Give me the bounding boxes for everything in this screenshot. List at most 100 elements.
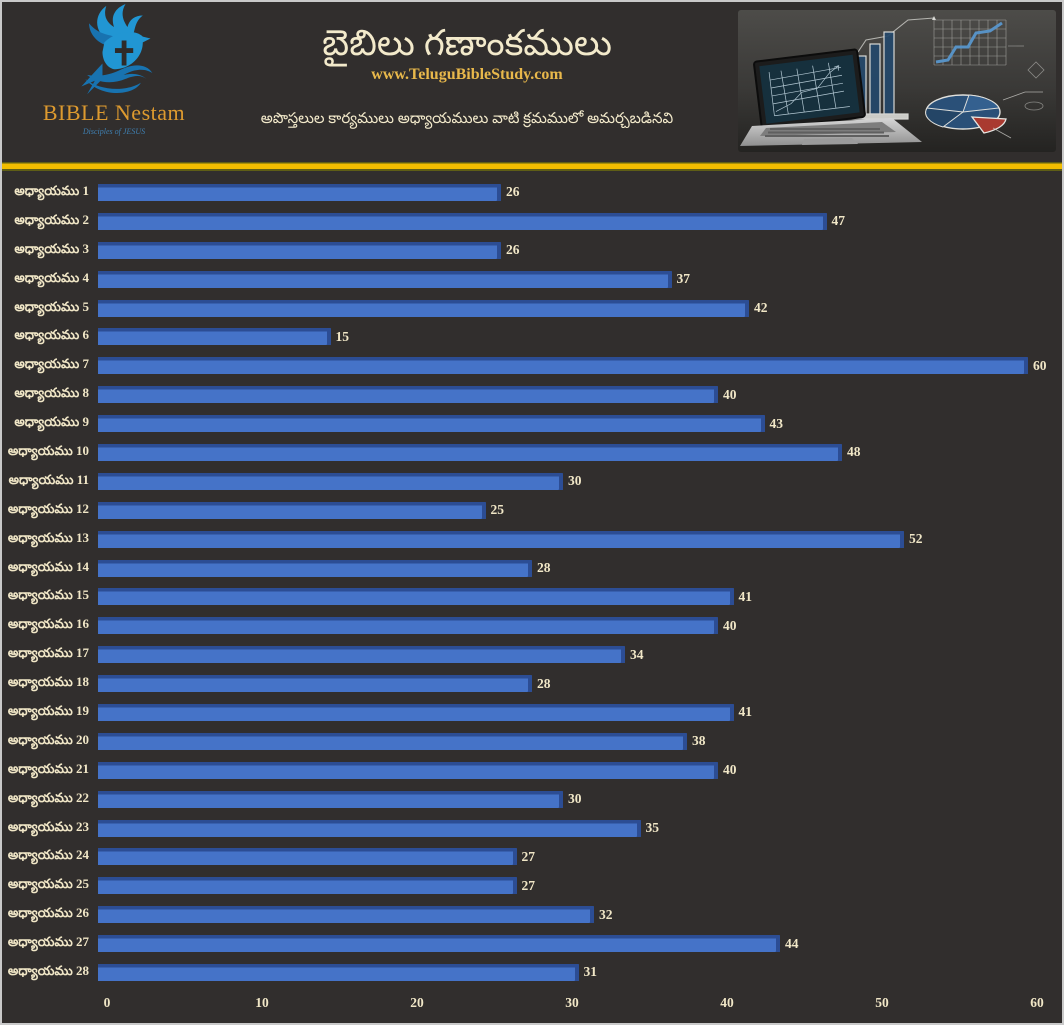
bar-track: 41 — [98, 582, 1062, 611]
bar — [98, 530, 904, 548]
chart-row: అధ్యాయము 18 28 — [2, 669, 1062, 698]
category-label: అధ్యాయము 22 — [7, 789, 89, 805]
category-label: అధ్యాయము 26 — [7, 905, 89, 921]
chart-row: అధ్యాయము 13 52 — [2, 525, 1062, 554]
x-tick-label: 60 — [1030, 994, 1044, 1010]
chart-row: అధ్యాయము 12 25 — [2, 496, 1062, 525]
x-tick-label: 20 — [410, 994, 424, 1010]
bar — [98, 559, 532, 577]
chart-row: అధ్యాయము 6 15 — [2, 322, 1062, 351]
x-axis: 0 10 20 30 40 50 60 — [2, 991, 1062, 1017]
chart-row: అధ్యాయము 16 40 — [2, 611, 1062, 640]
value-label: 28 — [537, 560, 551, 576]
chart-row: అధ్యాయము 28 31 — [2, 958, 1062, 987]
category-label: అధ్యాయము 2 — [14, 211, 89, 227]
chart-row: అధ్యాయము 7 60 — [2, 351, 1062, 380]
category-label: అధ్యాయము 6 — [14, 327, 89, 343]
chart-row: అధ్యాయము 17 34 — [2, 640, 1062, 669]
chart-row: అధ్యాయము 8 40 — [2, 380, 1062, 409]
chart-row: అధ్యాయము 11 30 — [2, 467, 1062, 496]
bar-track: 37 — [98, 265, 1062, 294]
bar — [98, 848, 517, 866]
category-label: అధ్యాయము 13 — [7, 529, 89, 545]
bar-track: 25 — [98, 496, 1062, 525]
chart-row: అధ్యాయము 1 26 — [2, 178, 1062, 207]
chart-row: అధ్యాయము 2 47 — [2, 207, 1062, 236]
value-label: 40 — [723, 386, 737, 402]
chart-row: అధ్యాయము 14 28 — [2, 554, 1062, 583]
bar-track: 15 — [98, 322, 1062, 351]
brand-name: BIBLE Nestam — [42, 100, 186, 125]
bar — [98, 299, 749, 317]
value-label: 47 — [831, 213, 846, 229]
category-label: అధ్యాయము 7 — [14, 356, 89, 372]
chart-row: అధ్యాయము 15 41 — [2, 582, 1062, 611]
gold-divider — [2, 162, 1062, 171]
value-label: 25 — [490, 502, 505, 518]
chart-row: అధ్యాయము 9 43 — [2, 409, 1062, 438]
value-label: 60 — [1033, 357, 1047, 373]
x-tick-label: 50 — [875, 994, 889, 1010]
value-label: 41 — [738, 704, 753, 720]
bar-track: 60 — [98, 351, 1062, 380]
chart-row: అధ్యాయము 27 44 — [2, 929, 1062, 958]
category-label: అధ్యాయము 9 — [14, 414, 89, 430]
bar — [98, 357, 1028, 375]
chart-row: అధ్యాయము 10 48 — [2, 438, 1062, 467]
value-label: 40 — [723, 762, 737, 778]
category-label: అధ్యాయము 23 — [7, 818, 89, 834]
bar — [98, 819, 641, 837]
bar-track: 41 — [98, 698, 1062, 727]
title-block: బైబిలు గణాంకములు www.TeluguBibleStudy.co… — [207, 22, 727, 131]
bar-track: 34 — [98, 640, 1062, 669]
bar-track: 30 — [98, 467, 1062, 496]
value-label: 38 — [692, 733, 706, 749]
bar-track: 44 — [98, 929, 1062, 958]
value-label: 41 — [738, 588, 753, 604]
bar-track: 28 — [98, 554, 1062, 583]
bar-track: 40 — [98, 611, 1062, 640]
bar — [98, 761, 718, 779]
bar — [98, 935, 780, 953]
value-label: 31 — [583, 964, 598, 980]
value-label: 48 — [847, 444, 861, 460]
value-label: 15 — [335, 328, 350, 344]
x-tick-label: 0 — [103, 994, 111, 1010]
bar — [98, 270, 672, 288]
chart-row: అధ్యాయము 26 32 — [2, 900, 1062, 929]
bar-track: 31 — [98, 958, 1062, 987]
bar-track: 48 — [98, 438, 1062, 467]
category-label: అధ్యాయము 25 — [7, 876, 89, 892]
bar — [98, 415, 765, 433]
header-photo — [738, 10, 1056, 152]
bar-track: 47 — [98, 207, 1062, 236]
bar-track: 40 — [98, 380, 1062, 409]
bar — [98, 646, 625, 664]
bar-track: 40 — [98, 756, 1062, 785]
bar — [98, 963, 579, 981]
chart-row: అధ్యాయము 4 37 — [2, 265, 1062, 294]
logo: BIBLE Nestam Disciples of JESUS — [28, 4, 200, 136]
category-label: అధ్యాయము 1 — [14, 182, 89, 198]
bar-track: 27 — [98, 871, 1062, 900]
x-tick-label: 10 — [255, 994, 269, 1010]
bar — [98, 877, 517, 895]
bar — [98, 790, 563, 808]
bar-track: 52 — [98, 525, 1062, 554]
chart-row: అధ్యాయము 5 42 — [2, 294, 1062, 323]
bar — [98, 675, 532, 693]
bar-track: 42 — [98, 294, 1062, 323]
value-label: 28 — [537, 675, 551, 691]
chart-row: అధ్యాయము 3 26 — [2, 236, 1062, 265]
bar-track: 26 — [98, 178, 1062, 207]
chart-row: అధ్యాయము 25 27 — [2, 871, 1062, 900]
bar — [98, 617, 718, 635]
bar — [98, 212, 827, 230]
bar — [98, 183, 501, 201]
website-url: www.TeluguBibleStudy.com — [371, 66, 563, 83]
bar-track: 38 — [98, 727, 1062, 756]
category-label: అధ్యాయము 15 — [7, 587, 89, 603]
bar-track: 30 — [98, 785, 1062, 814]
category-label: అధ్యాయము 5 — [14, 298, 89, 314]
bar — [98, 906, 594, 924]
